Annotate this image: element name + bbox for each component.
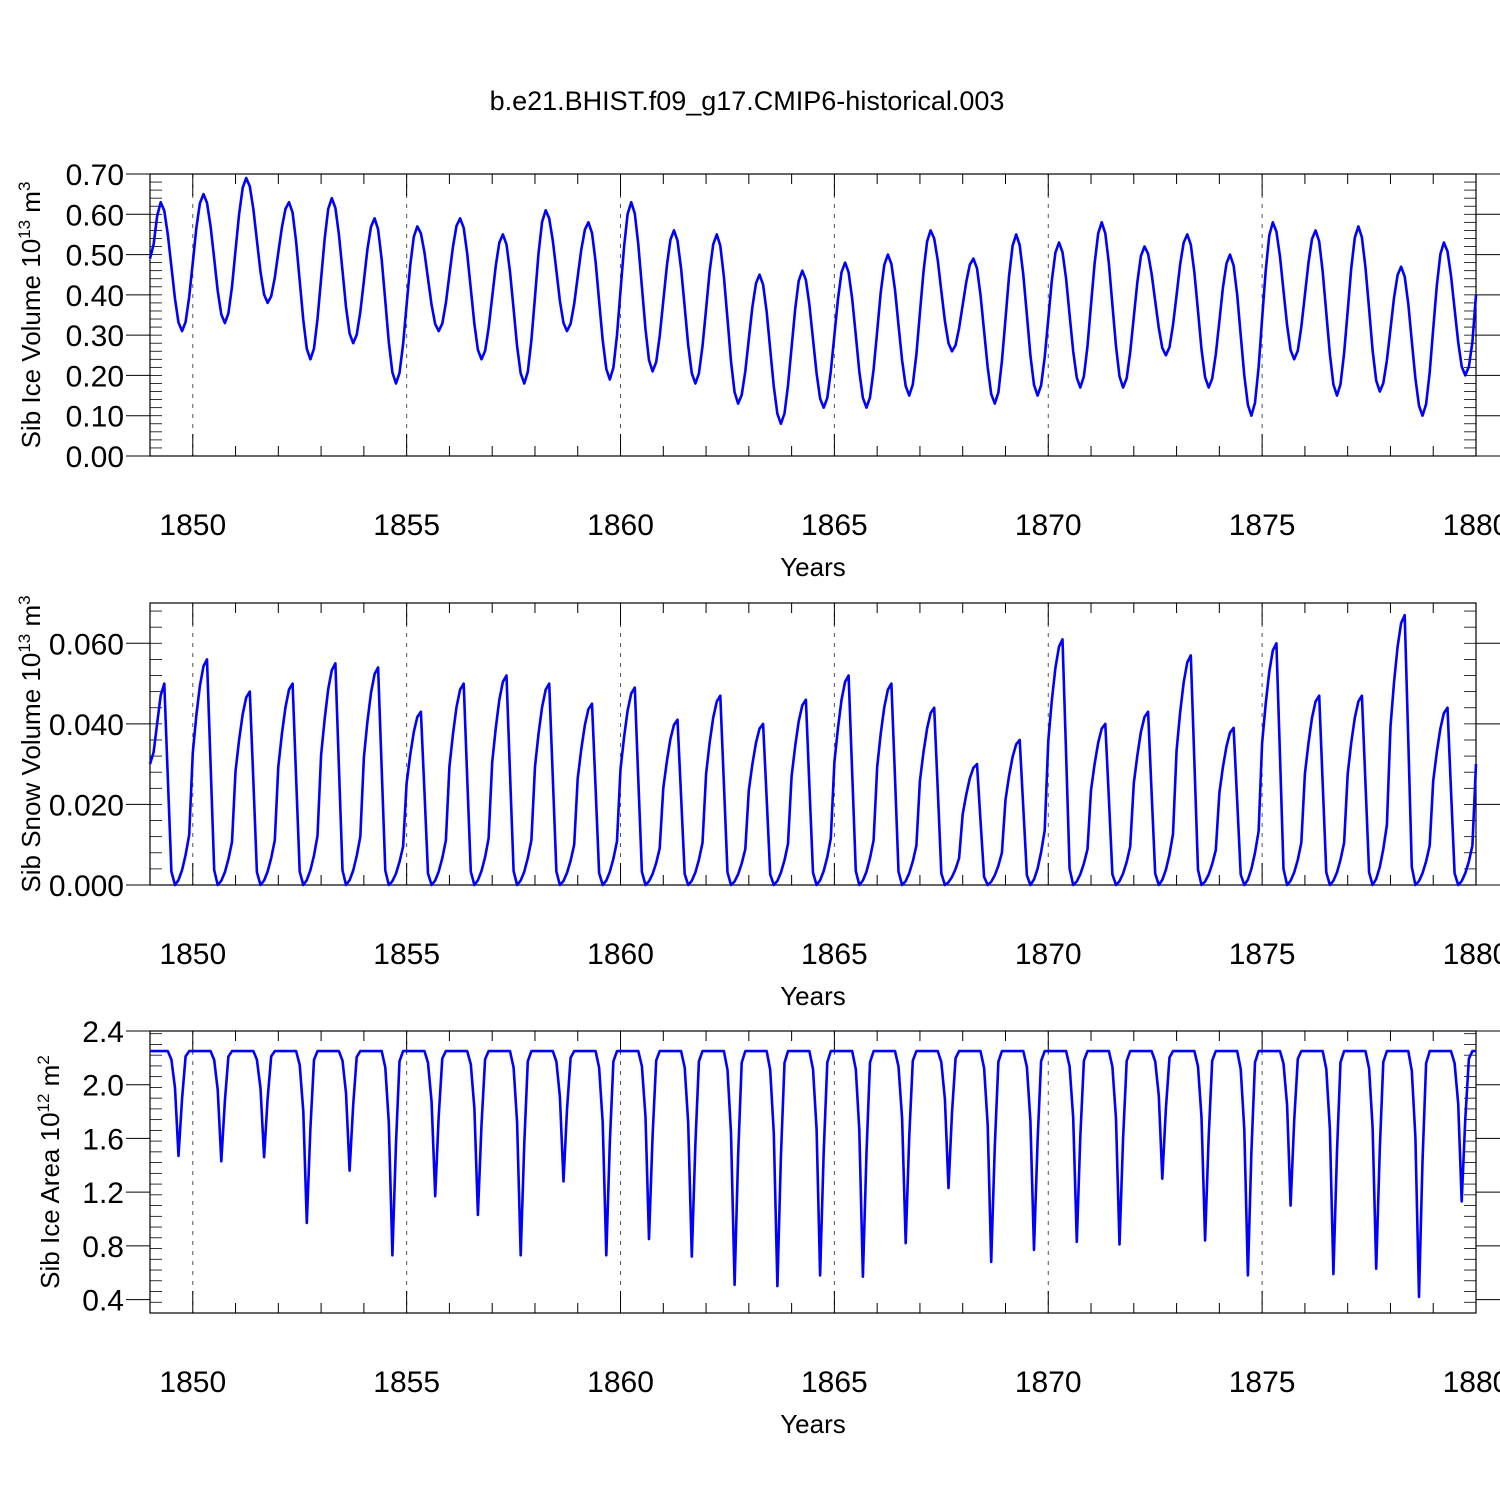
y-axis-title: Sib Snow Volume 1013 m3 bbox=[15, 595, 46, 892]
y-tick-label: 0.020 bbox=[49, 789, 124, 822]
x-tick-label: 1875 bbox=[1229, 509, 1296, 542]
y-tick-label: 0.40 bbox=[66, 280, 124, 313]
figure-title: b.e21.BHIST.f09_g17.CMIP6-historical.003 bbox=[490, 86, 1005, 116]
plot-frame bbox=[149, 1030, 1477, 1314]
y-tick-label: 0.8 bbox=[82, 1231, 124, 1264]
x-axis-title: Years bbox=[780, 1409, 846, 1439]
y-tick-label: 0.10 bbox=[66, 401, 124, 434]
x-tick-label: 1880 bbox=[1443, 509, 1500, 542]
y-tick-label: 1.6 bbox=[82, 1123, 124, 1156]
x-tick-label: 1870 bbox=[1015, 509, 1082, 542]
x-tick-label: 1865 bbox=[801, 938, 868, 971]
x-axis-title: Years bbox=[780, 981, 846, 1011]
plot-frame bbox=[149, 602, 1477, 886]
x-tick-label: 1850 bbox=[159, 938, 226, 971]
x-tick-label: 1860 bbox=[587, 938, 654, 971]
y-axis-title: Sib Ice Volume 1013 m3 bbox=[15, 182, 46, 449]
x-tick-label: 1875 bbox=[1229, 1366, 1296, 1399]
x-tick-label: 1860 bbox=[587, 509, 654, 542]
x-tick-label: 1880 bbox=[1443, 938, 1500, 971]
chart-panel-snow-volume: 1850 1855 1860 1865 1870 1875 1880 Years 0.000 0.… bbox=[15, 595, 1500, 1011]
chart-panel-ice-area: 1850 1855 1860 1865 1870 1875 1880 Years 0.4 0.8 1… bbox=[34, 1016, 1500, 1439]
y-tick-label: 1.2 bbox=[82, 1177, 124, 1210]
x-tick-label: 1870 bbox=[1015, 938, 1082, 971]
x-tick-label: 1850 bbox=[159, 1366, 226, 1399]
y-tick-label: 0.30 bbox=[66, 320, 124, 353]
y-tick-label: 2.0 bbox=[82, 1070, 124, 1103]
x-tick-label: 1875 bbox=[1229, 938, 1296, 971]
y-tick-label: 0.60 bbox=[66, 199, 124, 232]
x-tick-label: 1855 bbox=[373, 938, 440, 971]
y-tick-label: 0.70 bbox=[66, 159, 124, 192]
series-line-ice-volume bbox=[148, 176, 1478, 426]
y-tick-label: 0.4 bbox=[82, 1285, 124, 1318]
x-tick-label: 1880 bbox=[1443, 1366, 1500, 1399]
series-line-ice-area bbox=[150, 1049, 1476, 1299]
x-tick-label: 1865 bbox=[801, 1366, 868, 1399]
x-tick-label: 1850 bbox=[159, 509, 226, 542]
x-tick-label: 1865 bbox=[801, 509, 868, 542]
x-axis-title: Years bbox=[780, 552, 846, 582]
y-tick-label: 0.00 bbox=[66, 441, 124, 474]
plot-frame bbox=[149, 173, 1477, 457]
y-tick-label: 0.040 bbox=[49, 709, 124, 742]
y-tick-label: 2.4 bbox=[82, 1016, 124, 1049]
x-tick-label: 1870 bbox=[1015, 1366, 1082, 1399]
y-tick-label: 0.000 bbox=[49, 870, 124, 903]
panels: 1850 1855 1860 1865 1870 1875 1880 Years 0.00 0.1… bbox=[15, 159, 1500, 1439]
x-tick-label: 1855 bbox=[373, 509, 440, 542]
x-tick-label: 1855 bbox=[373, 1366, 440, 1399]
chart-panel-ice-volume: 1850 1855 1860 1865 1870 1875 1880 Years 0.00 0.1… bbox=[15, 159, 1500, 582]
y-tick-label: 0.20 bbox=[66, 360, 124, 393]
y-axis-title: Sib Ice Area 1012 m2 bbox=[34, 1055, 65, 1289]
y-tick-label: 0.50 bbox=[66, 240, 124, 273]
series-line-snow-volume bbox=[148, 613, 1478, 887]
x-tick-label: 1860 bbox=[587, 1366, 654, 1399]
y-tick-label: 0.060 bbox=[49, 628, 124, 661]
